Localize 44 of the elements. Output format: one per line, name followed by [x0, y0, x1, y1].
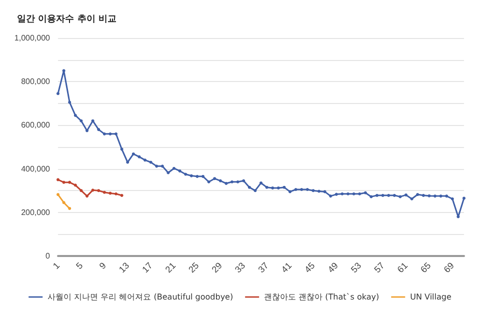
x-tick-label: 45 — [302, 260, 317, 275]
x-tick-label: 33 — [232, 260, 248, 275]
y-tick-label: 800,000 — [21, 77, 51, 86]
x-tick-label: 41 — [279, 260, 294, 275]
y-tick-label: 0 — [46, 252, 51, 260]
point — [102, 190, 106, 194]
point — [56, 193, 60, 196]
legend-label: 괜찮아도 괜찮아 (That`s okay) — [264, 292, 380, 302]
line-series — [56, 178, 124, 198]
legend-label: UN Village — [410, 292, 452, 302]
point — [114, 192, 118, 196]
x-tick-label: 65 — [418, 260, 433, 275]
point — [74, 184, 77, 187]
x-tick-label: 1 — [50, 260, 62, 272]
point — [97, 189, 100, 192]
x-tick-label: 69 — [442, 260, 456, 275]
x-tick-label: 37 — [256, 260, 270, 275]
x-tick-label: 17 — [140, 260, 154, 275]
x-tick-label: 21 — [163, 260, 178, 275]
x-tick-label: 53 — [348, 260, 364, 275]
point — [80, 189, 83, 192]
point — [120, 194, 124, 197]
x-tick-label: 61 — [395, 260, 410, 275]
point — [68, 180, 72, 184]
x-tick-label: 49 — [326, 260, 340, 275]
chart-title: 일간 이용자수 추이 비교 — [17, 14, 116, 24]
point — [56, 178, 60, 182]
y-tick-label: 600,000 — [21, 120, 51, 130]
y-tick-label: 1,000,000 — [14, 34, 51, 42]
x-tick-label: 25 — [186, 260, 201, 275]
x-tick-label: 29 — [210, 260, 224, 275]
x-tick-label: 9 — [97, 260, 108, 272]
point — [108, 192, 112, 195]
point — [91, 188, 94, 192]
x-tick-label: 57 — [372, 260, 386, 275]
point — [86, 194, 88, 198]
point — [62, 180, 66, 184]
x-tick-label: 13 — [116, 260, 132, 275]
y-tick-label: 200,000 — [21, 208, 51, 217]
y-tick-label: 400,000 — [21, 164, 51, 174]
legend-label: 사월이 지나면 우리 헤어져요 (Beautiful goodbye) — [48, 292, 234, 302]
point — [68, 206, 72, 210]
x-tick-label: 5 — [74, 260, 85, 272]
point — [62, 201, 66, 204]
